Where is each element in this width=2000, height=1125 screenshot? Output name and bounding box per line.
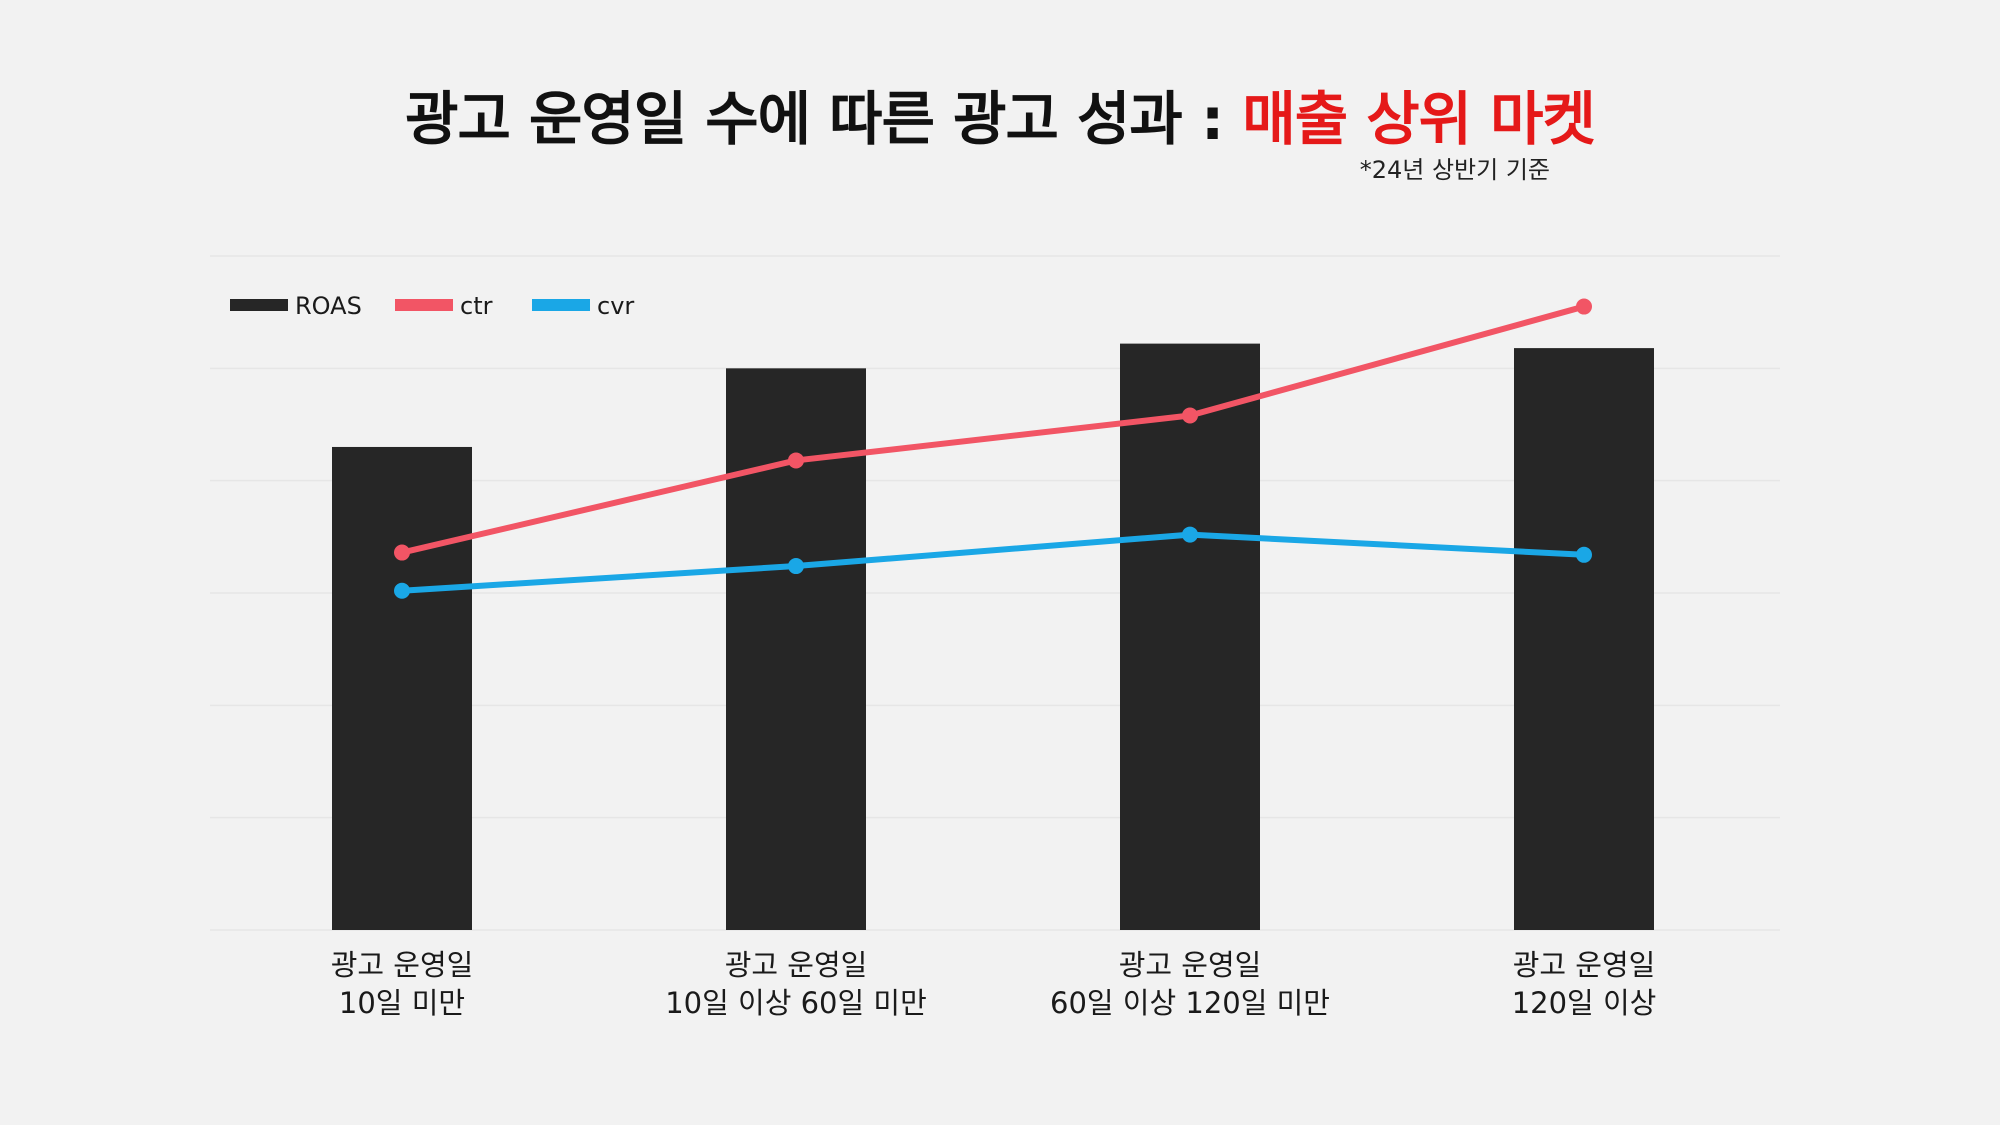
x-tick-label-line: 10일 이상 60일 미만 xyxy=(665,986,927,1020)
cvr-line xyxy=(399,531,1587,594)
x-tick-label-line: 광고 운영일 xyxy=(331,948,474,982)
x-tick-label-line: 광고 운영일 xyxy=(1513,948,1656,982)
roas-bar xyxy=(1514,348,1654,930)
ctr-point xyxy=(1182,407,1198,424)
cvr-legend-swatch xyxy=(532,299,590,311)
cvr-point xyxy=(788,558,804,575)
line-series xyxy=(394,298,1592,599)
bar-series-roas xyxy=(332,343,1654,930)
ctr-legend-swatch xyxy=(395,299,453,311)
ctr-line xyxy=(399,303,1587,556)
x-tick-label-line: 120일 이상 xyxy=(1512,986,1657,1020)
chart-title-main: 광고 운영일 수에 따른 광고 성과 : xyxy=(405,85,1243,153)
roas-bar xyxy=(332,446,472,930)
x-tick-label: 광고 운영일 10일 미만 xyxy=(331,948,474,1020)
cvr-point xyxy=(1182,526,1198,543)
ctr-point xyxy=(1576,298,1592,315)
x-tick-label-line: 광고 운영일 xyxy=(725,948,868,982)
roas-bar xyxy=(1120,343,1260,930)
legend: ROAS ctr cvr xyxy=(230,292,634,320)
x-tick-label: 광고 운영일 10일 이상 60일 미만 xyxy=(665,948,927,1020)
chart-title-highlight: 매출 상위 마켓 xyxy=(1242,85,1596,153)
ctr-point xyxy=(788,452,804,469)
cvr-legend-label: cvr xyxy=(597,292,634,320)
ctr-point xyxy=(394,544,410,561)
roas-legend-swatch xyxy=(230,299,288,311)
x-tick-label-line: 10일 미만 xyxy=(339,986,465,1020)
chart-note: *24년 상반기 기준 xyxy=(1359,156,1550,184)
roas-legend-label: ROAS xyxy=(295,292,362,320)
cvr-point xyxy=(394,582,410,599)
chart-title: 광고 운영일 수에 따른 광고 성과 : 매출 상위 마켓 xyxy=(0,72,2000,156)
x-tick-label: 광고 운영일 120일 이상 xyxy=(1512,948,1657,1020)
x-tick-label: 광고 운영일 60일 이상 120일 미만 xyxy=(1050,948,1330,1020)
x-tick-label-line: 광고 운영일 xyxy=(1119,948,1262,982)
x-axis-labels: 광고 운영일 10일 미만 광고 운영일 10일 이상 60일 미만 광고 운영일 60일… xyxy=(331,948,1657,1020)
x-tick-label-line: 60일 이상 120일 미만 xyxy=(1050,986,1330,1020)
ctr-legend-label: ctr xyxy=(460,292,493,320)
cvr-point xyxy=(1576,546,1592,563)
